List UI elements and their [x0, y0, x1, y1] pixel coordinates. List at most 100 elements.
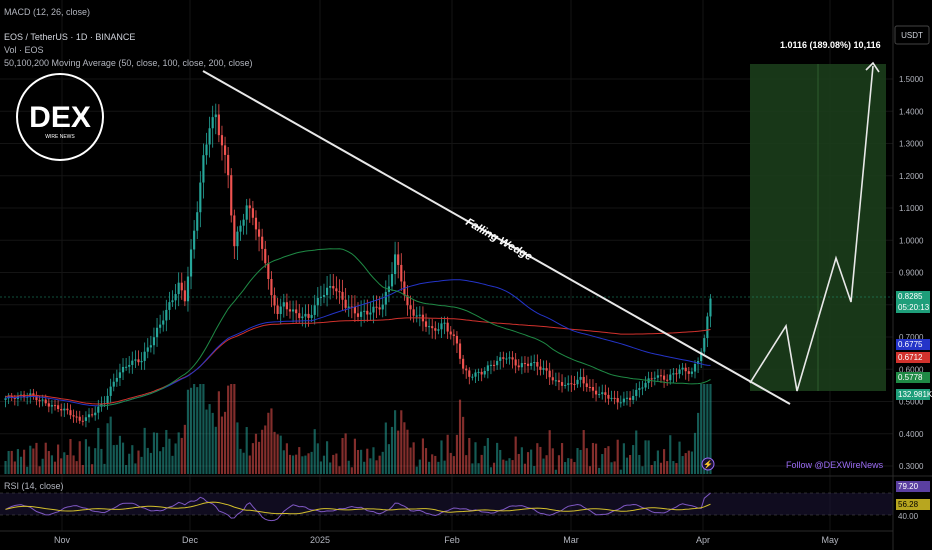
candle-body [384, 291, 387, 305]
candle-body [542, 368, 545, 370]
price-tag-ma100: 0.6775 [896, 339, 930, 350]
volume-bar [168, 438, 171, 474]
volume-bar [115, 444, 118, 474]
candle-body [66, 408, 69, 411]
candle-body [310, 314, 313, 318]
candle-body [502, 357, 505, 359]
candle-body [72, 415, 75, 417]
ma50-line [98, 248, 711, 407]
candle-body [369, 312, 372, 315]
volume-bar [548, 430, 551, 474]
candle-body [199, 182, 202, 213]
volume-bars [4, 384, 712, 474]
volume-bar [431, 454, 434, 474]
ma-label[interactable]: 50,100,200 Moving Average (50, close, 10… [4, 58, 253, 68]
candle-body [526, 363, 530, 366]
volume-bar [223, 411, 227, 474]
volume-bar [632, 445, 635, 474]
candle-body [458, 343, 462, 359]
macd-label: MACD (12, 26, close) [4, 7, 91, 17]
candle-body [622, 398, 625, 403]
candle-body [573, 383, 576, 385]
candle-body [242, 219, 245, 226]
candle-body [140, 360, 143, 363]
volume-label[interactable]: Vol · EOS [4, 45, 44, 55]
candle-body [177, 282, 180, 295]
price-tick-label: 1.3000 [899, 140, 924, 149]
projection-arrowhead [865, 61, 880, 73]
logo-subtext: WIRE NEWS [45, 134, 75, 140]
candle-body [598, 394, 601, 396]
volume-bar [511, 460, 514, 474]
candle-body [579, 376, 582, 380]
candle-body [452, 334, 455, 336]
time-axis-label: Mar [563, 535, 579, 545]
candle-body [168, 302, 171, 310]
candle-body [672, 373, 675, 375]
candle-body [264, 248, 267, 264]
time-axis-label: Apr [696, 535, 710, 545]
rsi-label[interactable]: RSI (14, close) [4, 481, 64, 491]
volume-bar [180, 437, 183, 474]
candle-body [449, 331, 452, 335]
volume-bar [536, 443, 539, 474]
candle-body [307, 313, 310, 318]
volume-bar [492, 462, 496, 474]
projection-path[interactable] [749, 65, 874, 392]
candle-body [656, 375, 659, 378]
candle-body [165, 309, 168, 321]
volume-bar [440, 440, 443, 474]
candle-body [610, 397, 613, 399]
volume-bar [220, 416, 224, 474]
volume-bar [186, 389, 190, 474]
time-axis-label: May [821, 535, 839, 545]
volume-bar [140, 456, 143, 474]
candle-body [570, 383, 573, 385]
candle-body [332, 286, 335, 289]
candle-body [499, 357, 502, 361]
volume-bar [452, 456, 455, 474]
volume-bar [66, 454, 69, 474]
volume-bar [502, 459, 505, 474]
volume-bar [610, 462, 613, 474]
candle-body [480, 371, 483, 375]
volume-bar [477, 463, 480, 474]
volume-bar [146, 447, 149, 474]
volume-bar [378, 455, 381, 474]
volume-bar [517, 453, 520, 474]
target-label: 1.0116 (189.08%) 10,116 [780, 40, 881, 50]
falling-wedge-line[interactable] [202, 70, 791, 405]
candle-body [397, 254, 400, 265]
volume-bar [709, 384, 712, 474]
candle-body [211, 117, 214, 129]
volume-bar [205, 409, 208, 474]
volume-bar [35, 442, 38, 474]
volume-bar [520, 447, 523, 474]
volume-bar [174, 443, 177, 474]
volume-bar [251, 443, 254, 474]
volume-bar [63, 452, 66, 474]
candle-body [638, 388, 641, 390]
volume-bar [313, 429, 316, 474]
candle-body [693, 363, 697, 372]
candle-body [115, 377, 118, 382]
volume-bar [69, 439, 72, 474]
volume-bar [530, 449, 533, 474]
volume-bar [298, 447, 301, 474]
volume-bar [214, 426, 217, 474]
volume-bar [594, 443, 598, 474]
volume-bar [551, 448, 554, 474]
volume-bar [471, 463, 474, 474]
volume-bar [384, 422, 387, 474]
candle-body [267, 263, 270, 279]
currency-box[interactable] [894, 25, 930, 45]
candle-body [356, 313, 360, 317]
lightning-icon[interactable] [701, 457, 715, 471]
volume-bar [276, 434, 279, 474]
volume-bar [619, 469, 622, 474]
symbol-title[interactable]: EOS / TetherUS · 1D · BINANCE [4, 32, 136, 42]
candle-body [687, 371, 690, 374]
volume-bar [347, 460, 350, 474]
candle-body [496, 360, 499, 366]
